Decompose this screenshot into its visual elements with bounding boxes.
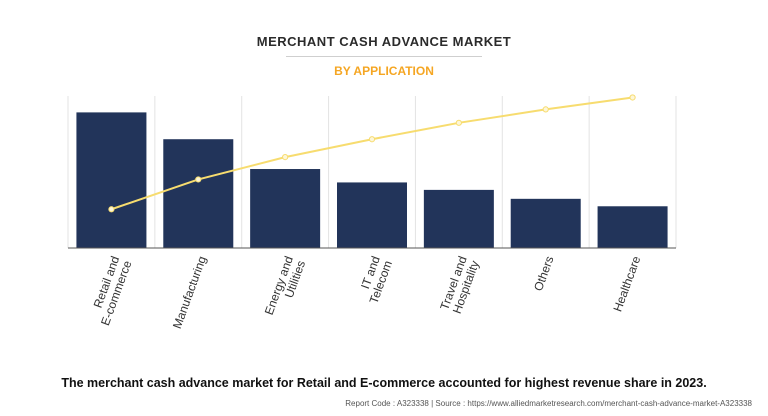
chart-title: MERCHANT CASH ADVANCE MARKET [256, 34, 512, 49]
bar [597, 206, 668, 248]
grid-lines [67, 96, 677, 248]
chart-subtitle: BY APPLICATION [334, 64, 434, 78]
title-divider [286, 56, 482, 57]
line-point [629, 94, 636, 101]
bar [250, 169, 321, 248]
line-point [282, 153, 289, 161]
x-tick-label: IT andTelecom [354, 254, 395, 305]
bar [163, 139, 234, 248]
line-point [195, 176, 202, 183]
x-tick-label: Others [531, 254, 556, 293]
source-footer: Report Code : A323338 | Source : https:/… [345, 399, 752, 408]
x-tick-label: Healthcare [610, 254, 643, 314]
line-point [542, 106, 549, 113]
trend-line-group [108, 94, 636, 213]
x-tick-labels: Retail andE-commerce Manufacturing Energy … [86, 254, 644, 331]
line-point [108, 206, 115, 213]
bar-group [76, 112, 668, 249]
bar [510, 198, 581, 248]
x-tick-label: Travel andHospitality [437, 254, 482, 316]
x-tick-label: Energy andUtilities [262, 254, 308, 321]
chart-caption: The merchant cash advance market for Ret… [61, 376, 707, 390]
x-tick-label: Retail andE-commerce [86, 254, 135, 327]
bar [337, 182, 407, 248]
x-tick-label: Manufacturing [170, 254, 209, 330]
bar [76, 112, 147, 249]
line-point [455, 119, 462, 126]
bar [423, 189, 494, 248]
line-point [368, 136, 376, 143]
